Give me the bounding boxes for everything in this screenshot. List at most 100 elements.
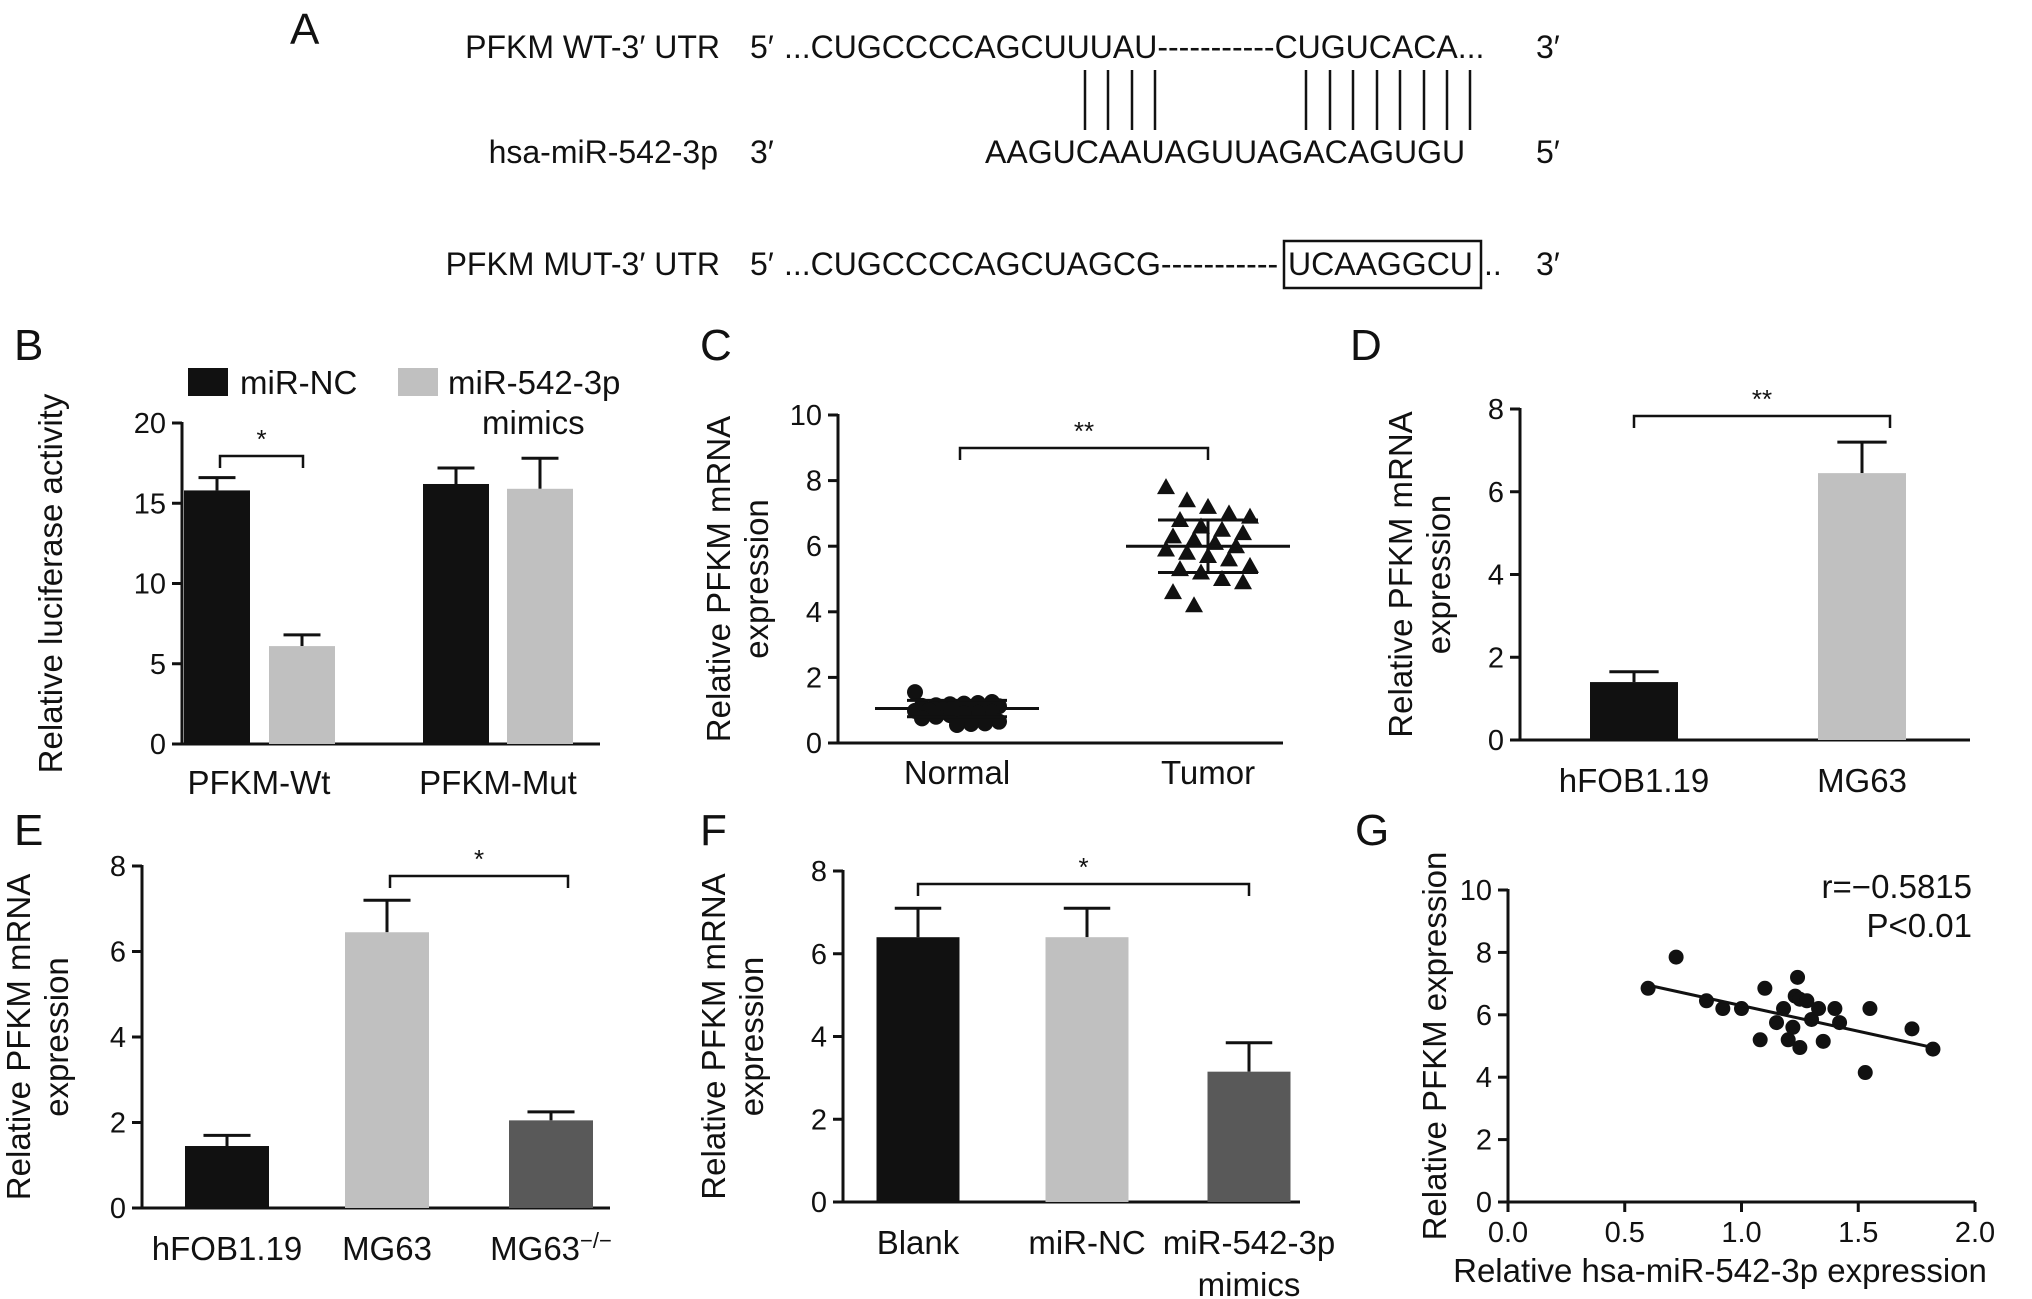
y-tick-label: 4 bbox=[806, 597, 822, 629]
data-point bbox=[977, 715, 993, 732]
panel-e-letter: E bbox=[14, 806, 43, 855]
y-axis-title: Relative PFKM expression bbox=[1416, 852, 1453, 1241]
data-point bbox=[1157, 478, 1175, 495]
y-axis-title: expression bbox=[733, 957, 770, 1117]
wt-three-prime: 3′ bbox=[1536, 29, 1560, 65]
legend-label-mir-nc: miR-NC bbox=[240, 364, 357, 401]
bar bbox=[269, 646, 335, 744]
data-point bbox=[1925, 1041, 1941, 1057]
panel-a-sequence-alignment: A PFKM WT-3′ UTR 5′ ...CUGCCCCAGCUUUAU--… bbox=[290, 5, 1560, 290]
data-point bbox=[1776, 1001, 1792, 1017]
x-tick-label: 1.0 bbox=[1721, 1217, 1761, 1249]
bar bbox=[1045, 937, 1129, 1202]
data-point bbox=[1857, 1065, 1873, 1081]
panel-f-letter: F bbox=[700, 806, 727, 855]
data-point bbox=[1157, 540, 1175, 557]
panel-g-points bbox=[1640, 949, 1941, 1081]
data-point bbox=[1192, 517, 1210, 534]
y-tick-label: 6 bbox=[806, 531, 822, 563]
mut-boxed-sequence: UCAAGGCU bbox=[1288, 246, 1473, 282]
bar bbox=[184, 490, 250, 744]
significance-stars: * bbox=[256, 424, 266, 454]
data-point bbox=[1757, 980, 1773, 996]
x-category-label: PFKM-Wt bbox=[188, 764, 331, 801]
y-axis-title: expression bbox=[738, 499, 775, 659]
significance-bracket bbox=[388, 874, 570, 888]
y-axis-title: Relative PFKM mRNA bbox=[1382, 411, 1419, 737]
y-tick-label: 10 bbox=[134, 569, 166, 601]
data-point bbox=[1752, 1032, 1768, 1048]
bar bbox=[509, 1120, 593, 1208]
data-point bbox=[963, 715, 979, 732]
y-tick-label: 4 bbox=[1476, 1062, 1492, 1094]
data-point bbox=[1815, 1033, 1831, 1049]
y-axis-title: Relative luciferase activity bbox=[32, 393, 69, 773]
data-point bbox=[1234, 573, 1252, 590]
x-category-label: miR-542-3p bbox=[1163, 1224, 1335, 1261]
data-point bbox=[1792, 1040, 1808, 1056]
data-point bbox=[1178, 543, 1196, 560]
data-point bbox=[1185, 596, 1203, 613]
data-point bbox=[1769, 1015, 1785, 1031]
data-point bbox=[1715, 1001, 1731, 1017]
y-tick-label: 8 bbox=[110, 851, 126, 883]
mirna-three-prime: 3′ bbox=[750, 134, 774, 170]
y-tick-label: 10 bbox=[1460, 875, 1492, 907]
bar bbox=[1590, 682, 1678, 740]
mean-sd-lines bbox=[1126, 518, 1290, 574]
data-point bbox=[1862, 1001, 1878, 1017]
significance-bracket bbox=[1632, 414, 1892, 428]
x-category-label: hFOB1.19 bbox=[152, 1230, 302, 1267]
data-point bbox=[1785, 1019, 1801, 1035]
data-point bbox=[1164, 583, 1182, 600]
data-point bbox=[949, 716, 965, 733]
data-point bbox=[1668, 949, 1684, 965]
data-point bbox=[1234, 524, 1252, 541]
x-category-superscript: −/− bbox=[580, 1228, 612, 1253]
panel-d-letter: D bbox=[1350, 321, 1382, 370]
significance-bracket bbox=[218, 454, 305, 468]
data-point bbox=[1790, 969, 1806, 985]
data-point bbox=[1640, 980, 1656, 996]
panel-b-axes: 0 5 10 15 20 bbox=[134, 408, 600, 761]
x-tick-label: 0.0 bbox=[1488, 1217, 1528, 1249]
y-tick-label: 6 bbox=[110, 937, 126, 969]
wt-sequence: ...CUGCCCCAGCUUUAU-----------CUGUCACA... bbox=[784, 29, 1484, 65]
y-tick-label: 6 bbox=[811, 939, 827, 971]
y-tick-label: 2 bbox=[1488, 642, 1504, 674]
data-point bbox=[1904, 1021, 1920, 1037]
y-tick-label: 0 bbox=[1488, 725, 1504, 757]
data-point bbox=[1213, 520, 1231, 537]
panel-c-letter: C bbox=[700, 321, 732, 370]
legend-swatch-mir-nc bbox=[188, 368, 228, 396]
y-tick-label: 8 bbox=[811, 856, 827, 888]
y-axis-title: expression bbox=[1420, 495, 1457, 655]
mut-utr-label: PFKM MUT-3′ UTR bbox=[446, 246, 720, 282]
data-point bbox=[1199, 497, 1217, 514]
y-tick-label: 4 bbox=[811, 1022, 827, 1054]
significance-stars: * bbox=[1078, 852, 1088, 882]
y-tick-label: 8 bbox=[1488, 394, 1504, 426]
y-tick-label: 20 bbox=[134, 408, 166, 440]
y-tick-label: 4 bbox=[110, 1022, 126, 1054]
y-axis-title: Relative PFKM mRNA bbox=[695, 873, 732, 1199]
bar bbox=[423, 483, 489, 744]
x-category-label: Tumor bbox=[1161, 754, 1255, 791]
data-point bbox=[1811, 1001, 1827, 1017]
y-tick-label: 6 bbox=[1488, 477, 1504, 509]
x-category-label: MG63 bbox=[1817, 762, 1907, 799]
data-point bbox=[1827, 1001, 1843, 1017]
legend-label-mimics-line2: mimics bbox=[482, 404, 585, 441]
y-tick-label: 0 bbox=[110, 1193, 126, 1225]
data-point bbox=[1220, 504, 1238, 521]
panel-c-axes: 0 2 4 6 8 10 bbox=[790, 400, 1283, 760]
panel-b-significance: * bbox=[218, 424, 305, 468]
y-tick-label: 0 bbox=[1476, 1187, 1492, 1219]
y-tick-label: 8 bbox=[1476, 937, 1492, 969]
bar bbox=[1818, 473, 1906, 740]
significance-bracket bbox=[958, 446, 1210, 460]
y-axis-title: Relative PFKM mRNA bbox=[0, 874, 37, 1200]
bar bbox=[1207, 1071, 1291, 1202]
y-tick-label: 10 bbox=[790, 400, 822, 432]
